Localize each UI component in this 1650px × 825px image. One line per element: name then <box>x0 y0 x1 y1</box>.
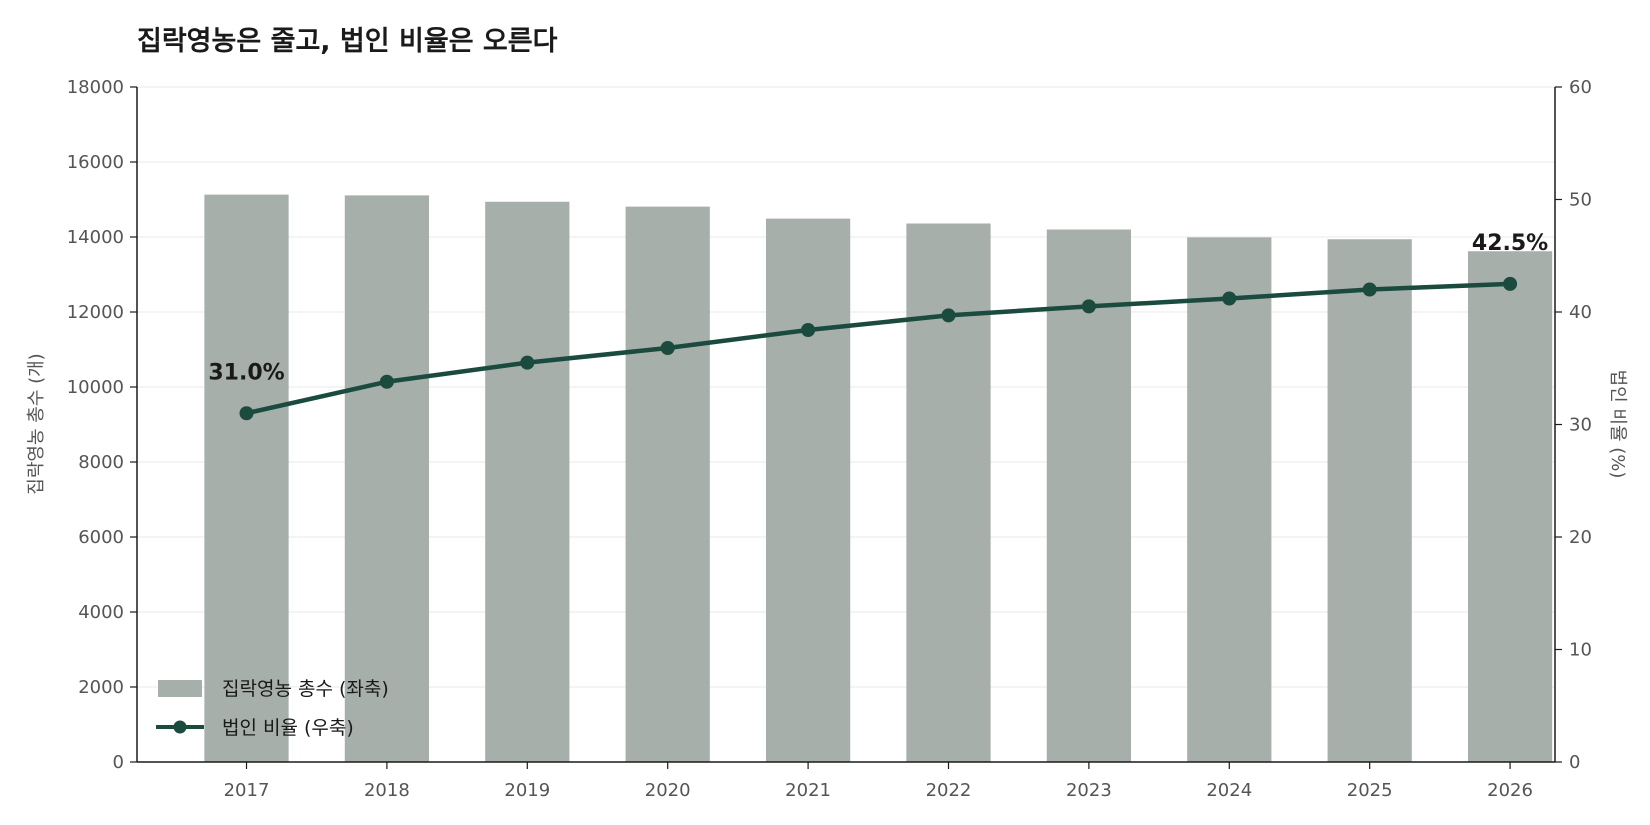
ratio-point <box>379 374 394 389</box>
y-tick-label-right: 30 <box>1569 415 1592 436</box>
legend-line-label: 법인 비율 (우축) <box>222 717 354 739</box>
y-tick-label-right: 50 <box>1569 190 1592 211</box>
x-tick-label: 2025 <box>1347 780 1393 801</box>
bar <box>344 195 430 762</box>
y-tick-label-right: 20 <box>1569 527 1592 548</box>
x-tick-label: 2023 <box>1066 780 1112 801</box>
bar <box>906 223 991 762</box>
bar <box>204 194 289 762</box>
y-tick-label-left: 8000 <box>78 452 124 473</box>
bar <box>1187 237 1272 762</box>
y-tick-label-left: 0 <box>113 752 124 773</box>
y-tick-label-right: 60 <box>1569 77 1592 98</box>
y-axis-left-title: 집락영농 총수 (개) <box>26 353 47 494</box>
legend-line-marker <box>173 720 187 734</box>
x-tick-label: 2022 <box>926 780 972 801</box>
ratio-point <box>801 323 816 337</box>
y-tick-label-left: 6000 <box>78 527 124 548</box>
axes: 0 2000 4000 6000 8000 10000 12000 14000 16000 180… <box>67 77 1592 801</box>
bar <box>485 201 570 762</box>
y-tick-label-right: 0 <box>1569 752 1580 773</box>
ratio-point <box>941 308 956 323</box>
ratio-point <box>520 355 535 370</box>
y-tick-label-left: 10000 <box>67 377 124 398</box>
y-tick-label-left: 14000 <box>67 227 124 248</box>
chart-title: 집락영농은 줄고, 법인 비율은 오른다 <box>137 26 558 57</box>
x-tick-label: 2020 <box>645 780 691 801</box>
bar <box>1467 251 1553 762</box>
line-series <box>239 276 1518 421</box>
y-tick-label-left: 2000 <box>78 677 124 698</box>
y-tick-label-right: 40 <box>1569 302 1592 323</box>
ratio-point <box>1081 299 1096 314</box>
y-axis-right-title: 법인 비율 (%) <box>1607 370 1628 479</box>
x-tick-label: 2026 <box>1487 780 1533 801</box>
bar <box>765 218 851 762</box>
ratio-point <box>1503 276 1518 291</box>
ratio-line <box>244 281 1513 416</box>
x-tick-label: 2018 <box>364 780 410 801</box>
bar <box>1046 229 1132 762</box>
ratio-point <box>660 341 675 355</box>
ratio-point <box>1222 291 1237 306</box>
legend-bar-label: 집락영농 총수 (좌축) <box>222 678 389 700</box>
x-tick-label: 2024 <box>1206 780 1252 801</box>
y-tick-label-left: 16000 <box>67 152 124 173</box>
y-tick-label-right: 10 <box>1569 640 1592 661</box>
data-label: 31.0% <box>208 360 284 385</box>
legend-bar-swatch <box>158 680 202 697</box>
ratio-point <box>1362 282 1377 297</box>
annotations: 31.0% 42.5% <box>208 231 1548 385</box>
x-tick-label: 2021 <box>785 780 831 801</box>
y-tick-label-left: 18000 <box>67 77 124 98</box>
bar-series <box>204 194 1553 762</box>
x-tick-label: 2019 <box>504 780 550 801</box>
data-label: 42.5% <box>1472 231 1548 256</box>
bar <box>1327 239 1412 762</box>
x-tick-label: 2017 <box>224 780 270 801</box>
y-tick-label-left: 12000 <box>67 302 124 323</box>
legend: 집락영농 총수 (좌축) 법인 비율 (우축) <box>156 678 389 739</box>
ratio-point <box>239 406 254 421</box>
bar <box>625 206 710 762</box>
y-tick-label-left: 4000 <box>78 602 124 623</box>
